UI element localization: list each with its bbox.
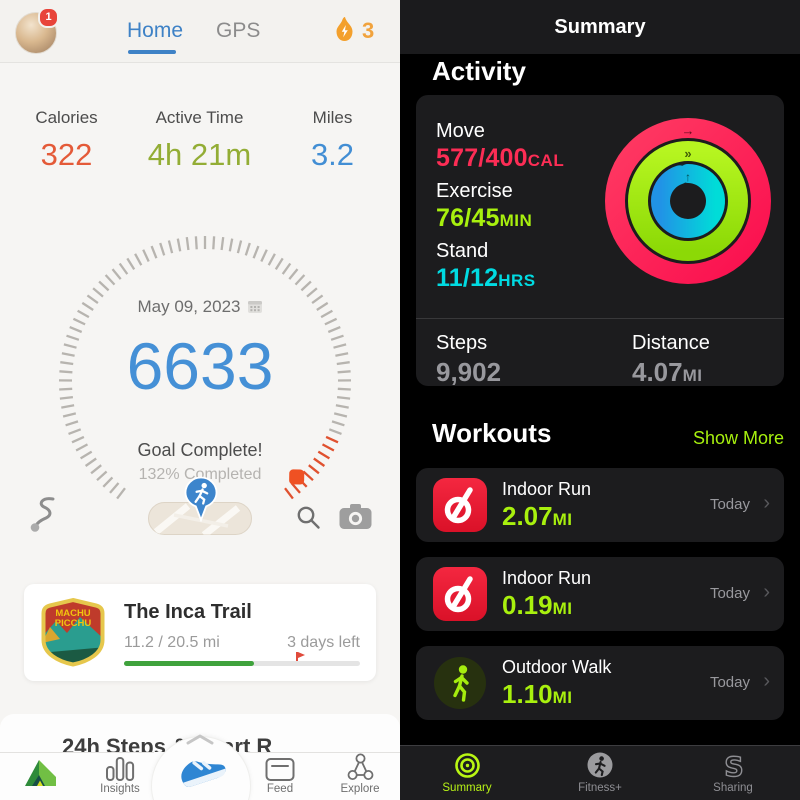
tab-label: Explore (340, 783, 380, 795)
sharing-icon: S (724, 752, 745, 780)
chevron-up-icon[interactable] (185, 733, 215, 745)
badge-text-line1: MACHU (55, 608, 90, 619)
pacer-app: 1 Home GPS 3 Calories 322 Active Time 4h… (0, 0, 400, 800)
stat-active-time[interactable]: Active Time 4h 21m (133, 108, 266, 173)
exercise-label: Exercise (436, 180, 513, 202)
workout-value: 1.10MI (502, 679, 573, 709)
activity-rings: → » ↑ (605, 118, 771, 284)
workout-value: 2.07MI (502, 501, 573, 531)
workout-name: Indoor Run (502, 479, 592, 499)
workout-date: Today (709, 674, 750, 691)
flame-icon[interactable] (332, 16, 358, 44)
calendar-icon[interactable] (247, 298, 263, 314)
fitness-plus-icon (587, 752, 613, 778)
challenge-progress-fill (124, 661, 254, 666)
step-count: 6633 (126, 329, 274, 403)
challenge-time-left: 3 days left (287, 634, 360, 651)
stat-calories[interactable]: Calories 322 (0, 108, 133, 173)
pacer-logo[interactable] (22, 756, 58, 788)
insights-bars-icon (106, 757, 135, 781)
challenge-title: The Inca Trail (124, 601, 252, 623)
nav-title: Summary (554, 16, 646, 38)
workout-date: Today (709, 585, 750, 602)
runner-pin-icon[interactable] (184, 476, 218, 522)
move-label: Move (436, 120, 485, 142)
workout-value: 0.19MI (502, 590, 573, 620)
distance-value: 4.07MI (632, 357, 703, 387)
challenge-progress-bar (124, 652, 360, 666)
stand-value: 11/12HRS (436, 264, 536, 292)
svg-text:S: S (724, 752, 743, 780)
stat-label: Active Time (155, 108, 244, 127)
fitness-app: Summary Activity Move 577/400CAL Exercis… (400, 0, 800, 800)
shoe-icon[interactable] (170, 747, 230, 795)
peloton-icon (433, 478, 487, 532)
svg-text:→: → (682, 123, 695, 138)
tabbar-border (246, 752, 400, 753)
stat-value: 322 (40, 137, 93, 172)
stat-value: 3.2 (310, 137, 355, 172)
chevron-right-icon: › (763, 492, 770, 514)
stat-label: Calories (35, 108, 98, 127)
chevron-right-icon: › (763, 581, 770, 603)
workout-name: Outdoor Walk (502, 657, 612, 677)
explore-network-icon (347, 753, 374, 780)
workouts-heading: Workouts (432, 418, 552, 448)
date-label: May 09, 2023 (137, 297, 241, 316)
stat-miles[interactable]: Miles 3.2 (266, 108, 399, 173)
card-divider (416, 318, 784, 319)
show-more-button[interactable]: Show More (692, 428, 784, 448)
tab-home[interactable]: Home (127, 19, 184, 42)
challenge-distance: 11.2 / 20.5 mi (124, 634, 220, 651)
notification-badge: 1 (38, 7, 59, 28)
tab-home-underline (128, 50, 176, 54)
svg-text:↑: ↑ (685, 170, 691, 184)
workout-row[interactable]: Indoor Run 0.19MI Today › (416, 557, 784, 631)
shoelace-icon[interactable] (22, 494, 58, 532)
step-gauge (58, 236, 352, 500)
goal-complete-text: Goal Complete! (137, 440, 263, 460)
peloton-icon (433, 567, 487, 621)
workout-row[interactable]: Indoor Run 2.07MI Today › (416, 468, 784, 542)
completion-text: 132% Completed (138, 466, 262, 483)
date-row[interactable]: May 09, 2023 (0, 297, 400, 317)
tab-label: Summary (442, 782, 492, 794)
stats-row: Calories 322 Active Time 4h 21m Miles 3.… (0, 108, 400, 173)
tab-gps[interactable]: GPS (216, 19, 261, 42)
camera-icon[interactable] (339, 502, 372, 530)
feed-card-icon (265, 758, 295, 781)
search-icon[interactable] (295, 504, 322, 531)
activity-card[interactable]: Move 577/400CAL Exercise 76/45MIN Stand … (416, 95, 784, 387)
badge-text-line2: PICCHU (55, 618, 92, 629)
svg-text:»: » (684, 146, 691, 161)
challenge-card[interactable]: MACHU PICCHU The Inca Trail 11.2 / 20.5 … (24, 584, 376, 681)
streak-count: 3 (362, 18, 375, 43)
stat-value: 4h 21m (147, 137, 252, 172)
workout-row[interactable]: Outdoor Walk 1.10MI Today › (416, 646, 784, 720)
workout-name: Indoor Run (502, 568, 592, 588)
distance-label: Distance (632, 332, 710, 354)
stand-label: Stand (436, 240, 489, 262)
left-header: 1 Home GPS 3 (0, 0, 400, 63)
machu-picchu-badge: MACHU PICCHU (41, 597, 105, 667)
flag-marker-icon (296, 652, 306, 661)
activity-rings-icon (455, 753, 480, 778)
right-header: Summary (400, 0, 800, 54)
tab-label: Fitness+ (578, 782, 622, 794)
steps-label: Steps (436, 332, 488, 354)
workout-date: Today (709, 496, 750, 513)
exercise-value: 76/45MIN (436, 204, 533, 232)
outdoor-walk-icon (434, 657, 486, 709)
tabbar-border (0, 752, 154, 753)
right-tabbar: Summary Fitness+ S (400, 745, 800, 800)
tab-label: Sharing (713, 782, 753, 794)
stat-label: Miles (312, 108, 353, 127)
tab-label: Insights (100, 783, 140, 795)
chevron-right-icon: › (763, 670, 770, 692)
move-value: 577/400CAL (436, 144, 565, 172)
tab-label: Feed (266, 783, 294, 795)
activity-heading: Activity (432, 56, 526, 86)
steps-value: 9,902 (436, 357, 502, 387)
